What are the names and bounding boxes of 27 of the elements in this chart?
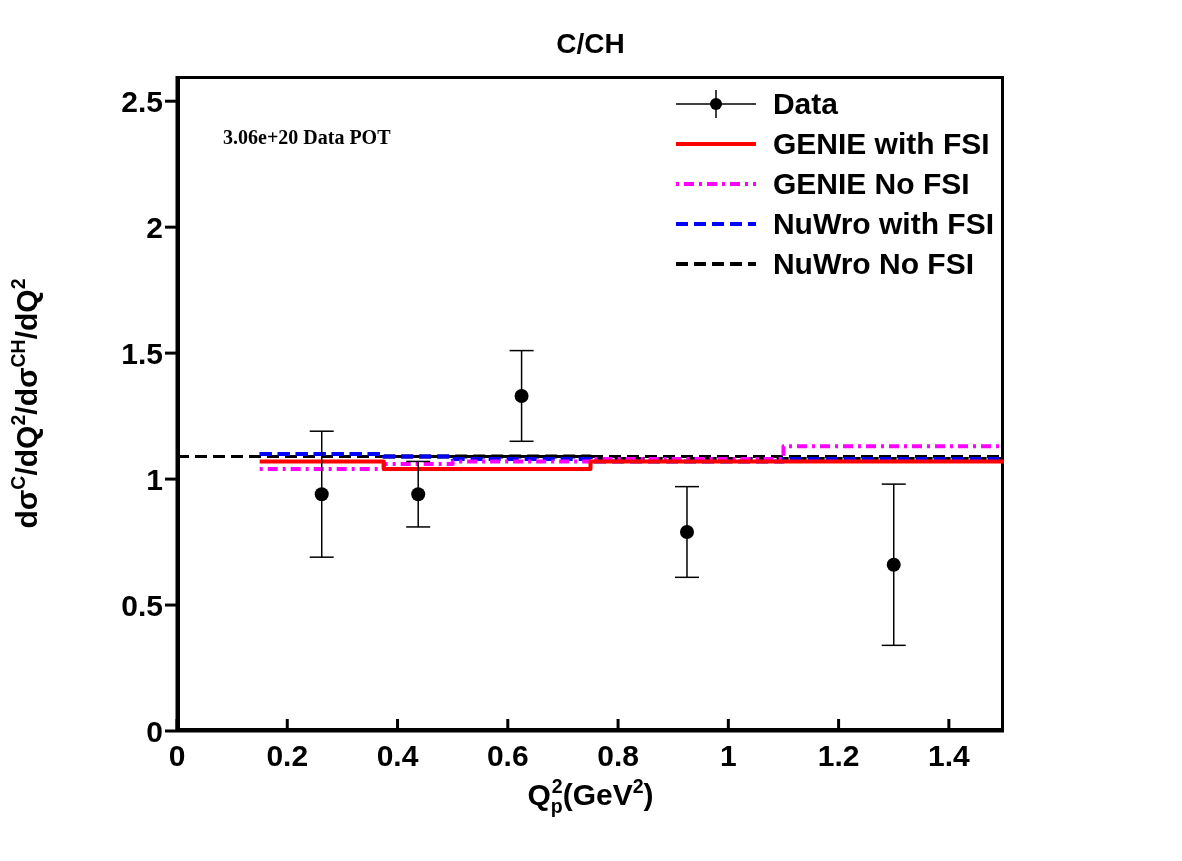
point [886, 557, 901, 572]
x-tick-label: 0.6 [486, 739, 529, 773]
point [314, 487, 329, 502]
x-tick-label: 1.4 [928, 739, 971, 773]
point [679, 524, 694, 539]
legend-label: NuWro with FSI [772, 206, 994, 242]
x-tick-label: 0.2 [266, 739, 309, 773]
x-tick-label: 0.4 [376, 739, 419, 773]
y-tick-label: 0.5 [121, 588, 163, 622]
x-tick-label: 1 [719, 739, 737, 773]
y-tick-label: 1.5 [121, 336, 163, 370]
y-tick-label: 0 [146, 714, 163, 748]
x-tick-label: 0 [168, 739, 186, 773]
annotation: 3.06e+20 Data POT [223, 126, 391, 149]
legend-label: GENIE with FSI [772, 126, 990, 162]
legend-label: Data [772, 86, 838, 122]
legend-label: NuWro No FSI [772, 246, 974, 282]
y-tick-label: 2 [146, 210, 163, 244]
x-tick-label: 1.2 [817, 739, 860, 773]
x-tick-label: 0.8 [597, 739, 639, 773]
y-tick-label: 1 [146, 462, 163, 496]
point [411, 487, 426, 502]
point [514, 388, 529, 403]
legend-label: GENIE No FSI [772, 166, 970, 202]
chart-title: C/CH [555, 28, 626, 60]
y-tick-label: 2.5 [121, 84, 163, 118]
y-axis-title: dσC/dQ2/dσCH/dQ2 [7, 278, 43, 529]
